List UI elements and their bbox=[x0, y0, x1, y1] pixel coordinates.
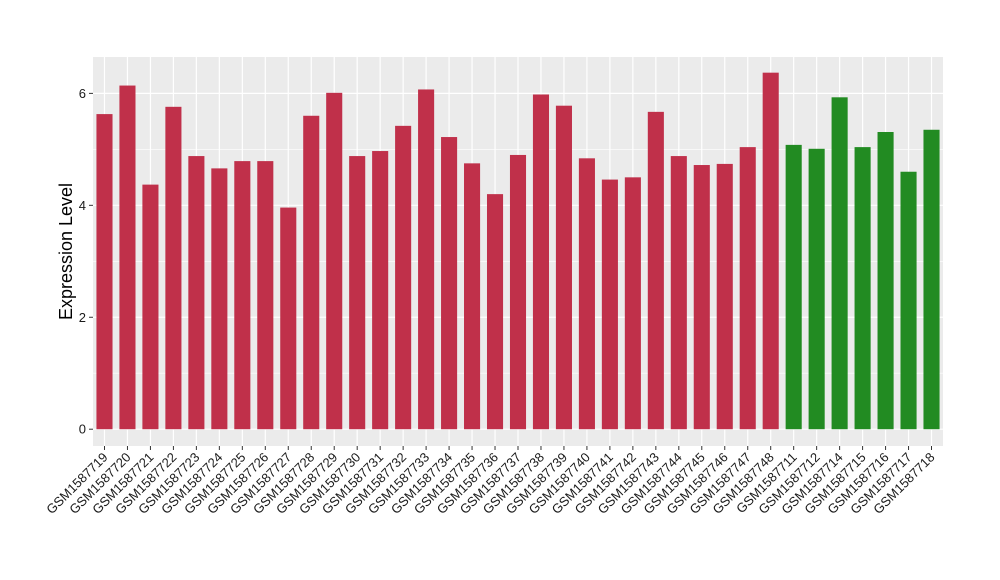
bar bbox=[831, 97, 848, 430]
bar bbox=[165, 106, 182, 430]
bar bbox=[532, 94, 550, 430]
bar bbox=[808, 148, 825, 430]
y-tick-label: 2 bbox=[79, 310, 86, 325]
bar bbox=[739, 147, 756, 430]
bar bbox=[188, 156, 205, 430]
y-axis-title: Expression Level bbox=[56, 183, 76, 320]
y-tick-label: 4 bbox=[79, 198, 86, 213]
bar bbox=[762, 72, 779, 430]
bar bbox=[326, 92, 343, 430]
bar bbox=[441, 137, 458, 430]
y-axis: 0 2 4 6 bbox=[79, 86, 93, 437]
bars bbox=[96, 72, 940, 430]
bar bbox=[923, 129, 940, 430]
bar bbox=[464, 163, 481, 430]
bar bbox=[280, 207, 297, 430]
bar bbox=[142, 184, 159, 430]
bar bbox=[372, 151, 389, 430]
bar bbox=[349, 156, 366, 430]
bar bbox=[555, 105, 572, 430]
bar bbox=[877, 132, 894, 430]
bar bbox=[395, 125, 412, 430]
bar bbox=[647, 111, 664, 430]
bar bbox=[624, 177, 641, 430]
bar bbox=[693, 165, 710, 430]
y-tick-label: 6 bbox=[79, 86, 86, 101]
bar bbox=[211, 168, 228, 430]
bar bbox=[601, 179, 618, 430]
bar bbox=[96, 114, 113, 430]
bar bbox=[418, 89, 435, 430]
y-tick-label: 0 bbox=[79, 422, 86, 437]
bar bbox=[900, 171, 917, 430]
bar bbox=[119, 85, 136, 430]
bar bbox=[486, 194, 504, 430]
bar bbox=[854, 147, 871, 430]
bar bbox=[509, 154, 527, 430]
x-axis: GSM1587719GSM1587720GSM1587721GSM1587722… bbox=[43, 446, 938, 517]
bar bbox=[716, 163, 733, 430]
bar bbox=[578, 158, 595, 430]
bar bbox=[257, 161, 274, 430]
bar bbox=[234, 161, 251, 430]
bar bbox=[785, 144, 802, 430]
bar bbox=[670, 156, 687, 430]
bar bbox=[303, 115, 320, 430]
